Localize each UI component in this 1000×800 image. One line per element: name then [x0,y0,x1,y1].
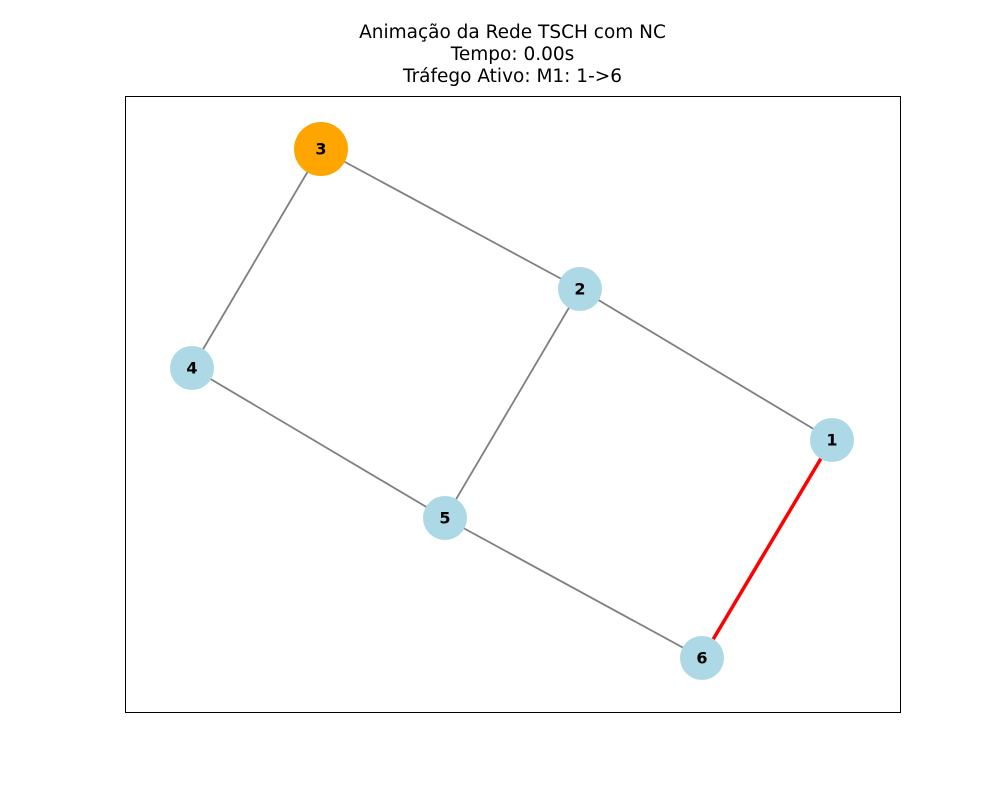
traffic-layer [706,450,827,650]
node-label-3: 3 [315,140,326,159]
node-label-5: 5 [439,509,450,528]
edge-5-6 [444,517,703,659]
node-5[interactable]: 5 [423,496,467,540]
title-line-main: Animação da Rede TSCH com NC [359,22,666,43]
node-6[interactable]: 6 [680,636,724,680]
edge-3-4 [191,148,322,369]
node-circle-2 [558,267,602,311]
edge-3-2 [320,148,581,290]
edge-4-5 [191,367,446,519]
node-label-4: 4 [186,359,197,378]
edge-2-5 [444,288,581,519]
node-3[interactable]: 3 [294,122,348,176]
node-4[interactable]: 4 [170,346,214,390]
node-label-1: 1 [826,431,837,450]
title-line-time: Tempo: 0.00s [450,44,575,65]
node-layer: 1 2 3 4 5 6 [170,122,854,680]
node-2[interactable]: 2 [558,267,602,311]
node-circle-6 [680,636,724,680]
node-circle-4 [170,346,214,390]
title-line-traffic: Tráfego Ativo: M1: 1->6 [402,66,623,87]
node-circle-3 [294,122,348,176]
traffic-arrow-M1 [706,450,827,650]
figure-title: Animação da Rede TSCH com NC Tempo: 0.00… [0,22,1000,88]
node-1[interactable]: 1 [810,418,854,462]
edge-layer [191,148,833,659]
node-circle-5 [423,496,467,540]
node-label-2: 2 [574,280,585,299]
plot-frame [125,96,901,713]
node-label-6: 6 [696,649,707,668]
node-circle-1 [810,418,854,462]
edge-2-1 [579,288,833,441]
